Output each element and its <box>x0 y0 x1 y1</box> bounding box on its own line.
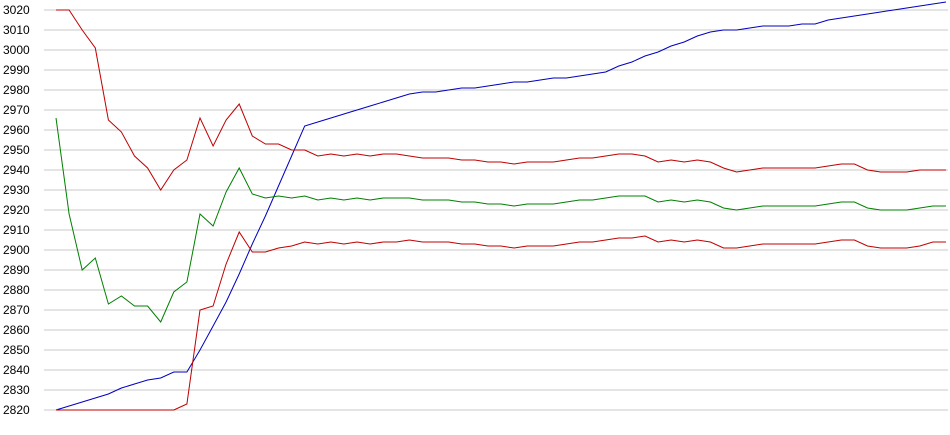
y-tick-label: 3010 <box>3 23 30 37</box>
series-lines <box>55 1 947 411</box>
y-tick-label: 2910 <box>3 223 30 237</box>
y-tick-label: 3000 <box>3 43 30 57</box>
y-tick-label: 2980 <box>3 83 30 97</box>
y-tick-label: 2820 <box>3 403 30 417</box>
y-tick-label: 2900 <box>3 243 30 257</box>
y-tick-label: 2930 <box>3 183 30 197</box>
series-line-2 <box>56 9 946 191</box>
y-tick-label: 2920 <box>3 203 30 217</box>
y-tick-label: 2960 <box>3 123 30 137</box>
y-tick-label: 2940 <box>3 163 30 177</box>
y-tick-label: 3020 <box>3 3 30 17</box>
y-tick-label: 2970 <box>3 103 30 117</box>
series-line-3 <box>55 117 946 323</box>
series-line-4 <box>56 230 946 411</box>
y-tick-label: 2840 <box>3 363 30 377</box>
y-axis-tick-labels: 2820 2830 2840 2850 2860 2870 2880 2890 2900 2910… <box>3 3 30 417</box>
grid-lines <box>44 9 948 411</box>
y-tick-label: 2950 <box>3 143 30 157</box>
y-tick-label: 2990 <box>3 63 30 77</box>
y-tick-label: 2870 <box>3 303 30 317</box>
y-tick-label: 2830 <box>3 383 30 397</box>
y-tick-label: 2880 <box>3 283 30 297</box>
series-line-1 <box>55 1 947 411</box>
y-tick-label: 2890 <box>3 263 30 277</box>
y-tick-label: 2850 <box>3 343 30 357</box>
y-tick-label: 2860 <box>3 323 30 337</box>
